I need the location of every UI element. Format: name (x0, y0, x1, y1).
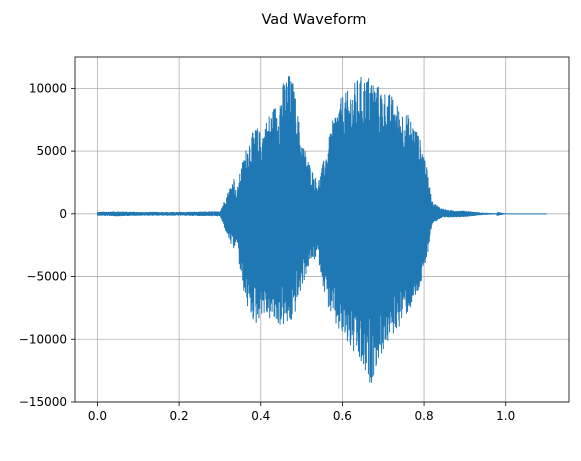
series-waveform (96, 76, 547, 383)
chart-title: Vad Waveform (261, 12, 366, 28)
x-tick-label-0: 0.0 (88, 409, 107, 423)
series-line (96, 76, 547, 383)
x-tick-label-2: 0.4 (251, 409, 270, 423)
y-tick-label-2: 0 (59, 207, 67, 221)
y-tick-label-0: 10000 (29, 81, 67, 95)
plot-border (74, 56, 570, 403)
y-tick-label-5: −15000 (19, 395, 67, 409)
x-axis: 0.0 0.2 0.4 0.6 0.8 1.0 (88, 402, 515, 423)
x-tick-label-1: 0.2 (170, 409, 189, 423)
x-tick-label-4: 0.8 (415, 409, 434, 423)
plot-frame (74, 56, 570, 403)
y-tick-label-1: 5000 (36, 144, 67, 158)
y-tick-label-3: −5000 (26, 270, 67, 284)
x-tick-label-3: 0.6 (333, 409, 352, 423)
x-tick-label-5: 1.0 (496, 409, 515, 423)
y-axis: 10000 5000 0 −5000 −10000 −15000 (19, 81, 75, 409)
y-tick-label-4: −10000 (19, 332, 67, 346)
